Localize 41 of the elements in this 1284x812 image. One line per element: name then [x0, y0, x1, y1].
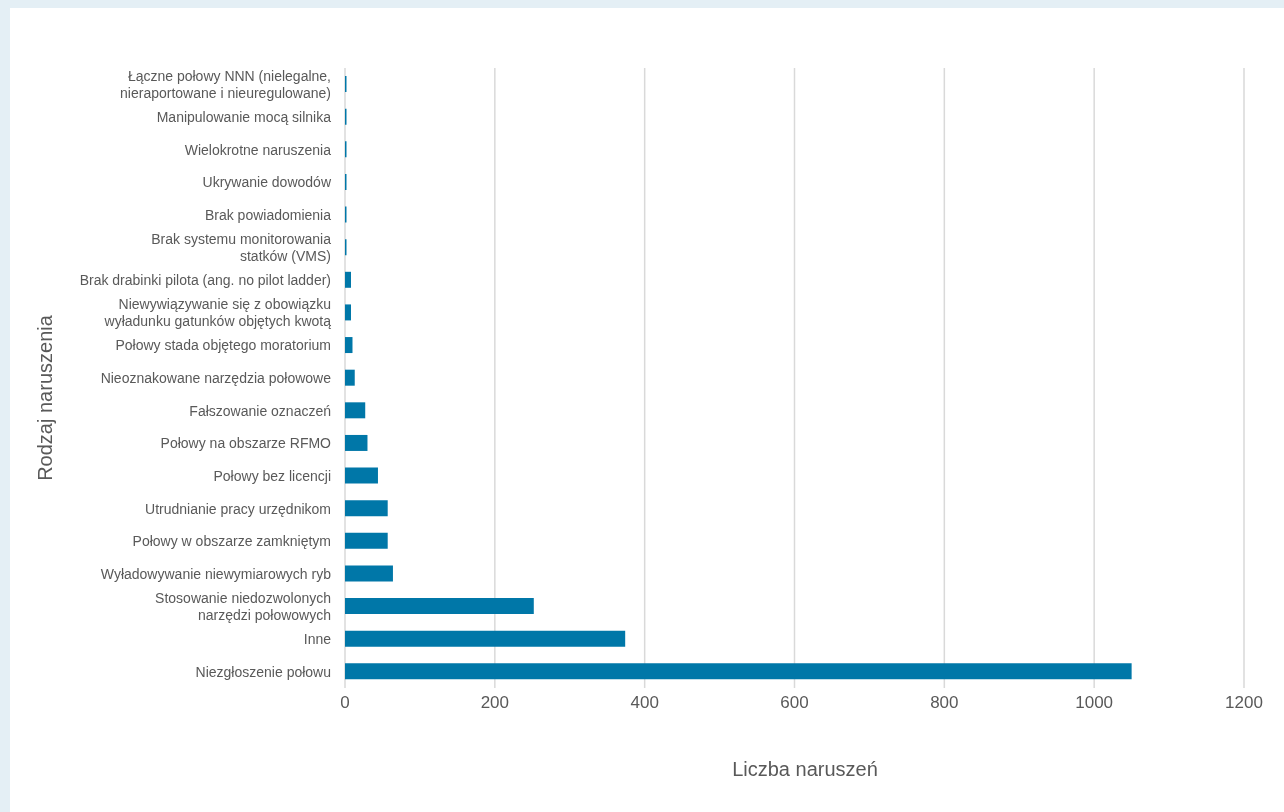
x-tick-label: 1200 [1225, 693, 1263, 713]
x-tick-label: 0 [340, 693, 350, 713]
bar [345, 598, 534, 615]
y-axis-title: Rodzaj naruszenia [34, 314, 57, 483]
bar [345, 369, 355, 386]
bar [345, 663, 1132, 680]
x-tick-label: 200 [480, 693, 510, 713]
bar [345, 630, 626, 647]
x-tick-label: 1000 [1075, 693, 1114, 713]
y-tick-label: Brak drabinki pilota (ang. no pilot ladder) [79, 272, 331, 289]
x-tick-label: 800 [930, 693, 959, 713]
y-tick-label: Wyładowywanie niewymiarowych ryb [100, 565, 332, 582]
y-tick-label: Nieoznakowane narzędzia połowowe [100, 370, 332, 386]
bar [345, 434, 368, 451]
y-tick-label: Utrudnianie pracy urzędnikom [145, 500, 331, 517]
bar [345, 565, 393, 582]
y-tick-label: Wielokrotne naruszenia [184, 141, 332, 158]
bar [345, 532, 388, 549]
y-tick-label: Manipulowanie mocą silnika [156, 108, 332, 125]
y-tick-label: Niewywiązywanie się z obowiązku wyładunku gatunków objętych kwotą [103, 296, 332, 330]
y-tick-label: Ukrywanie dowodów [202, 174, 332, 191]
bar [345, 467, 378, 484]
x-tick-label: 600 [780, 693, 809, 713]
y-tick-label: Połowy stada objętego moratorium [115, 337, 331, 354]
bar [345, 304, 351, 321]
y-tick-label: Fałszowanie oznaczeń [189, 402, 331, 419]
bar [345, 500, 388, 517]
bar [345, 337, 353, 354]
y-tick-label: Połowy bez licencji [213, 467, 331, 484]
x-tick-label: 400 [630, 693, 659, 713]
y-tick-label: Łączne połowy NNN (nielegalne, nieraportowane i nieuregulowane) [120, 67, 331, 101]
y-tick-label: Połowy na obszarze RFMO [160, 435, 332, 452]
bar [345, 402, 366, 419]
bar [345, 271, 351, 288]
y-tick-label: Brak powiadomienia [204, 206, 332, 223]
y-tick-label: Połowy w obszarze zamkniętym [132, 533, 331, 550]
y-tick-label: Brak systemu monitorowania statków (VMS) [151, 230, 332, 264]
y-tick-label: Niezgłoszenie połowu [195, 663, 331, 680]
y-tick-label: Inne [303, 631, 332, 648]
y-tick-label: Stosowanie niedozwolonych narzędzi połowowych [155, 589, 331, 623]
x-axis-title: Liczba naruszeń [731, 758, 879, 781]
